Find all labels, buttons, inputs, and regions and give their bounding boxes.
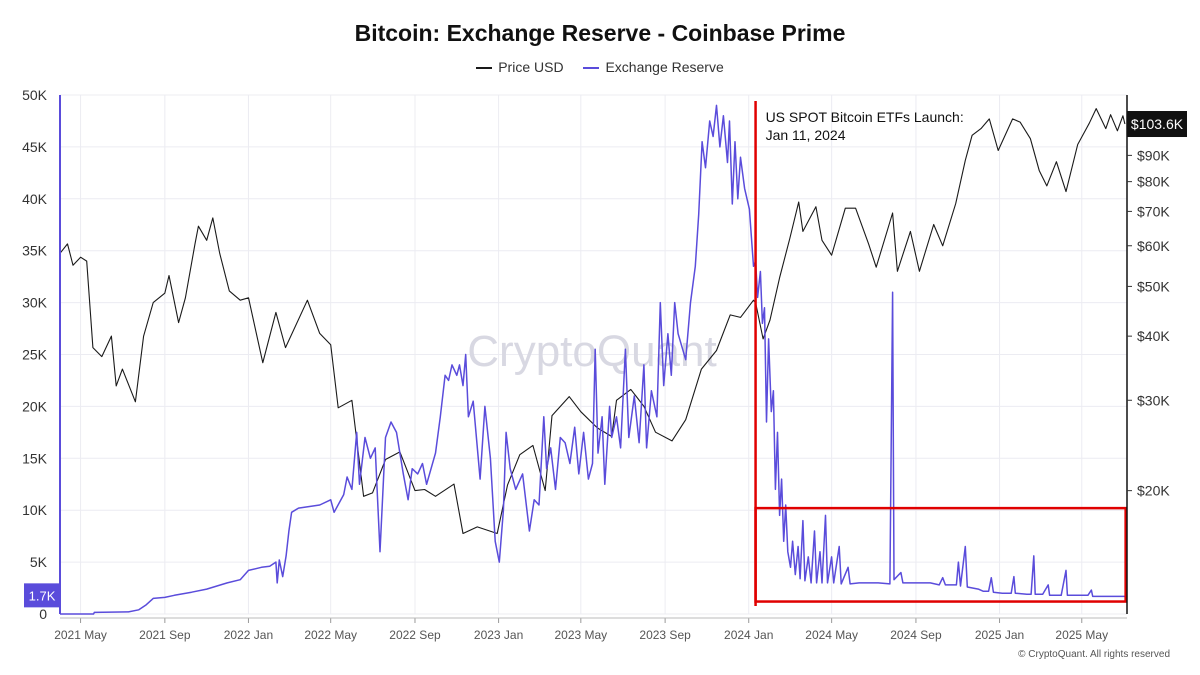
x-tick-label: 2025 Jan	[975, 628, 1024, 642]
y-left-tick-label: 25K	[22, 347, 48, 363]
legend-swatch-reserve	[583, 67, 600, 70]
series-layer	[59, 104, 1126, 615]
y-right-tick-label: $60K	[1137, 238, 1170, 254]
y-right-tick-label: $90K	[1137, 147, 1170, 163]
grid-lines	[60, 94, 1127, 615]
legend-swatch-price	[476, 67, 493, 70]
x-tick-label: 2021 Sep	[139, 628, 191, 642]
x-tick-label: 2022 Jan	[224, 628, 273, 642]
y-right-tick-label: $70K	[1137, 203, 1170, 219]
y-right-tick-label: $30K	[1137, 392, 1170, 408]
legend-item-price[interactable]: Price USD	[476, 59, 564, 75]
etf-launch-annotation-text: US SPOT Bitcoin ETFs Launch:	[766, 109, 964, 125]
x-tick-label: 2023 May	[554, 628, 607, 642]
y-left-tick-label: 5K	[30, 554, 48, 570]
y-left-tick-label: 0	[39, 606, 47, 622]
y-right-tick-label: $50K	[1137, 278, 1170, 294]
series-line-exchange-reserve	[60, 104, 1125, 615]
x-tick-label: 2024 Sep	[890, 628, 942, 642]
x-tick-label: 2023 Jan	[474, 628, 523, 642]
price-current-value-label: $103.6K	[1131, 116, 1184, 132]
annotation-layer: US SPOT Bitcoin ETFs Launch: Jan 11, 2024	[754, 101, 1127, 606]
y-right-tick-label: $40K	[1137, 328, 1170, 344]
y-right-tick-label: $80K	[1137, 174, 1170, 190]
y-left-tick-label: 45K	[22, 139, 48, 155]
credit-text: © CryptoQuant. All rights reserved	[1018, 649, 1170, 660]
y-left-tick-label: 50K	[22, 87, 48, 103]
series-line-price-usd	[59, 108, 1126, 535]
reserve-current-value-badge	[24, 583, 60, 608]
x-tick-label: 2021 May	[54, 628, 107, 642]
legend-label-price: Price USD	[498, 59, 564, 75]
x-tick-label: 2025 May	[1055, 628, 1108, 642]
reserve-current-value-label: 1.7K	[29, 588, 56, 603]
y-left-tick-label: 30K	[22, 295, 48, 311]
chart-title: Bitcoin: Exchange Reserve - Coinbase Pri…	[354, 20, 846, 46]
y-left-tick-label: 40K	[22, 191, 48, 207]
chart-legend: Price USD Exchange Reserve	[0, 59, 1200, 75]
x-tick-label: 2024 Jan	[724, 628, 773, 642]
y-left-tick-label: 10K	[22, 502, 48, 518]
post-etf-highlight-box	[754, 506, 1127, 603]
legend-label-reserve: Exchange Reserve	[605, 59, 724, 75]
y-right-tick-label: $20K	[1137, 483, 1170, 499]
x-tick-label: 2024 May	[805, 628, 858, 642]
y-left-tick-label: 20K	[22, 398, 48, 414]
y-left-tick-label: 15K	[22, 450, 48, 466]
watermark: CryptoQuant	[467, 327, 716, 376]
price-current-value-badge	[1127, 111, 1187, 138]
x-tick-label: 2022 May	[304, 628, 357, 642]
x-tick-label: 2023 Sep	[639, 628, 691, 642]
etf-launch-annotation-text: Jan 11, 2024	[766, 127, 846, 143]
x-tick-label: 2022 Sep	[389, 628, 441, 642]
y-left-tick-label: 35K	[22, 243, 48, 259]
axes: 0 5K 10K 15K 20K 25K 30K 35K 40K 45K 50K 2021 May 20…	[22, 87, 1187, 642]
legend-item-reserve[interactable]: Exchange Reserve	[583, 59, 724, 75]
